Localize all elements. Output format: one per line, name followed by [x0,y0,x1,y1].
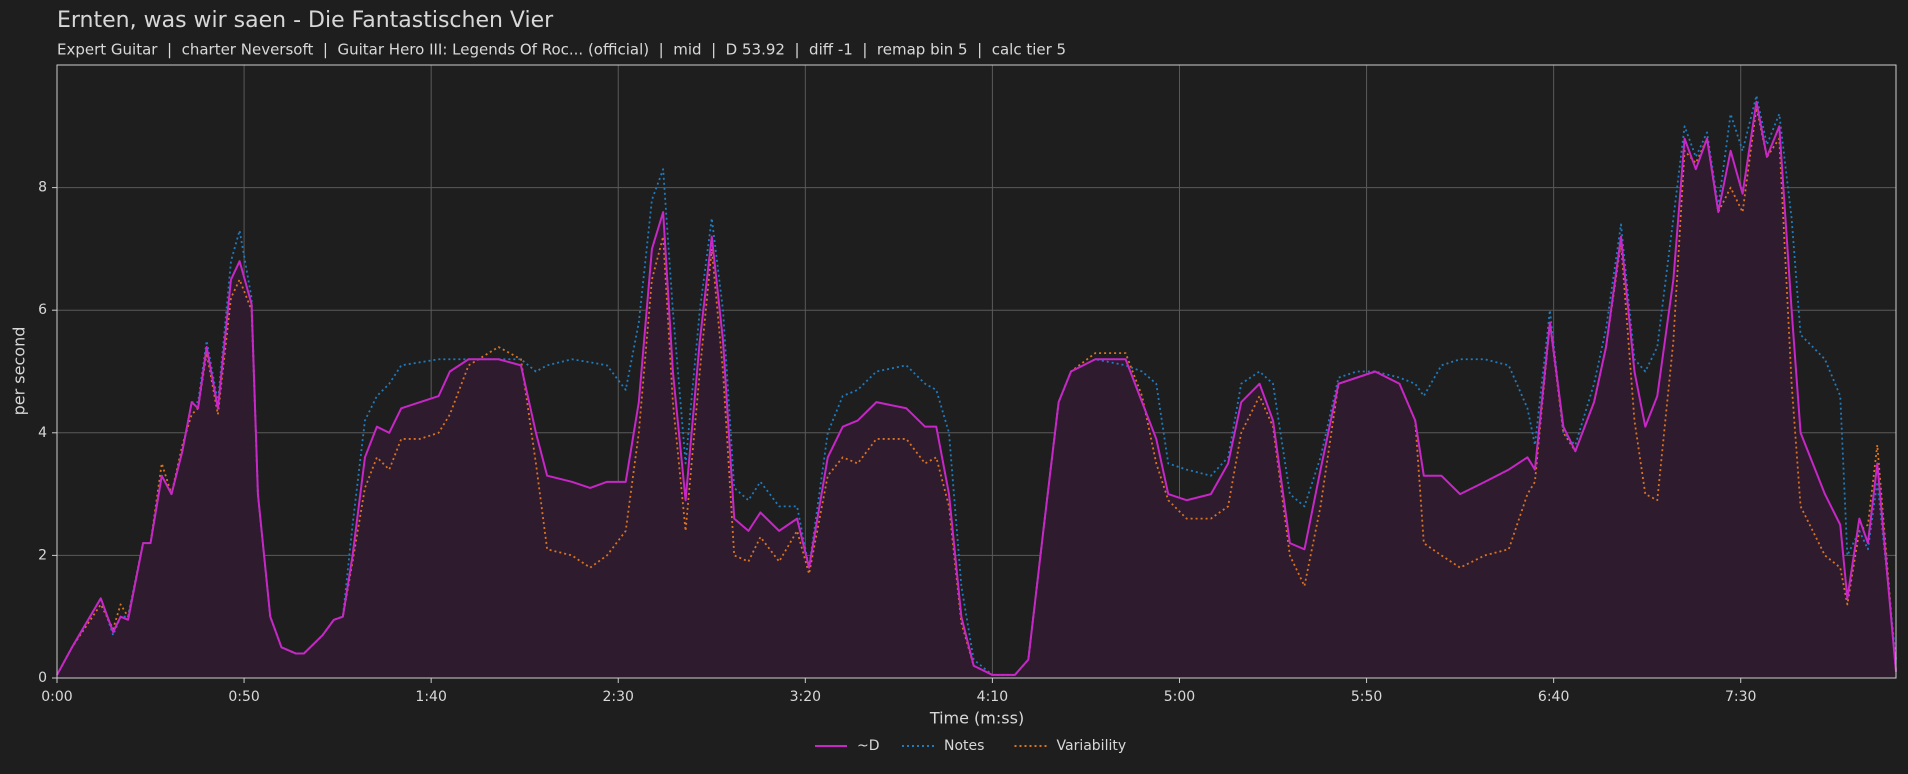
x-tick-label: 0:50 [228,689,259,705]
y-axis-label: per second [10,327,29,416]
x-tick-label: 7:30 [1725,689,1756,705]
series-line [56,100,1897,676]
x-tick-label: 5:50 [1351,689,1382,705]
legend-label: Notes [944,738,984,754]
area-fill [57,101,1896,678]
y-tick-label: 6 [38,302,47,318]
x-tick-label: 0:00 [41,689,72,705]
x-tick-label: 3:20 [790,689,821,705]
plot-frame [56,64,1897,679]
x-tick-label: 1:40 [415,689,446,705]
x-tick-label: 4:10 [977,689,1008,705]
x-tick-label: 6:40 [1538,689,1569,705]
y-tick-label: 0 [38,670,47,686]
y-tick-label: 8 [38,180,47,196]
x-tick-label: 5:00 [1164,689,1195,705]
y-tick-label: 4 [38,425,47,441]
chart-title: Ernten, was wir saen - Die Fantastischen… [57,8,554,33]
x-tick-label: 2:30 [603,689,634,705]
legend-label: ~D [857,738,880,754]
legend-label: Variability [1057,738,1127,754]
x-axis-label: Time (m:ss) [929,709,1024,728]
y-tick-label: 2 [38,547,47,563]
chart-subtitle: Expert Guitar | charter Neversoft | Guit… [57,41,1066,59]
